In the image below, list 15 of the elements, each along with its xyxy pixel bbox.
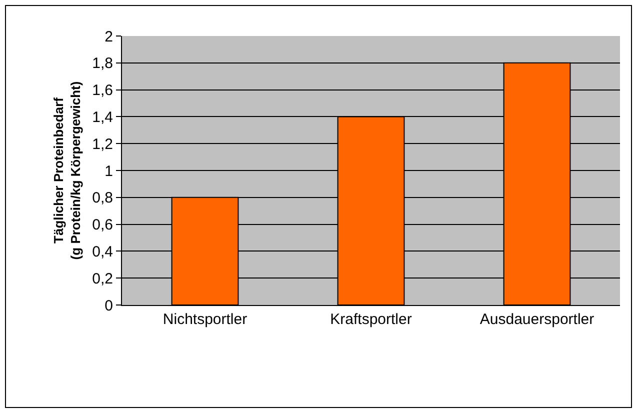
x-tick-label: Kraftsportler — [330, 311, 412, 328]
y-tick-label: 0,8 — [92, 190, 113, 207]
y-tick-label: 0,4 — [92, 243, 113, 260]
y-axis-title: Täglicher Proteinbedarf (g Protein/kg Körpergewicht) — [51, 81, 84, 260]
x-tick-label: Nichtsportler — [162, 311, 248, 328]
y-tick-label: 1,4 — [92, 108, 113, 126]
y-tick-label: 1 — [104, 162, 113, 180]
y-tick-label: 0,2 — [92, 270, 113, 288]
y-tick-label: 0,6 — [92, 216, 113, 234]
x-tick-label: Ausdauersportler — [480, 311, 594, 328]
y-tick-label: 1,8 — [92, 55, 113, 72]
y-tick-label: 1,2 — [92, 136, 113, 153]
y-tick-label: 2 — [104, 28, 113, 46]
y-tick-label: 1,6 — [92, 82, 113, 100]
y-tick-label: 0 — [104, 297, 113, 314]
